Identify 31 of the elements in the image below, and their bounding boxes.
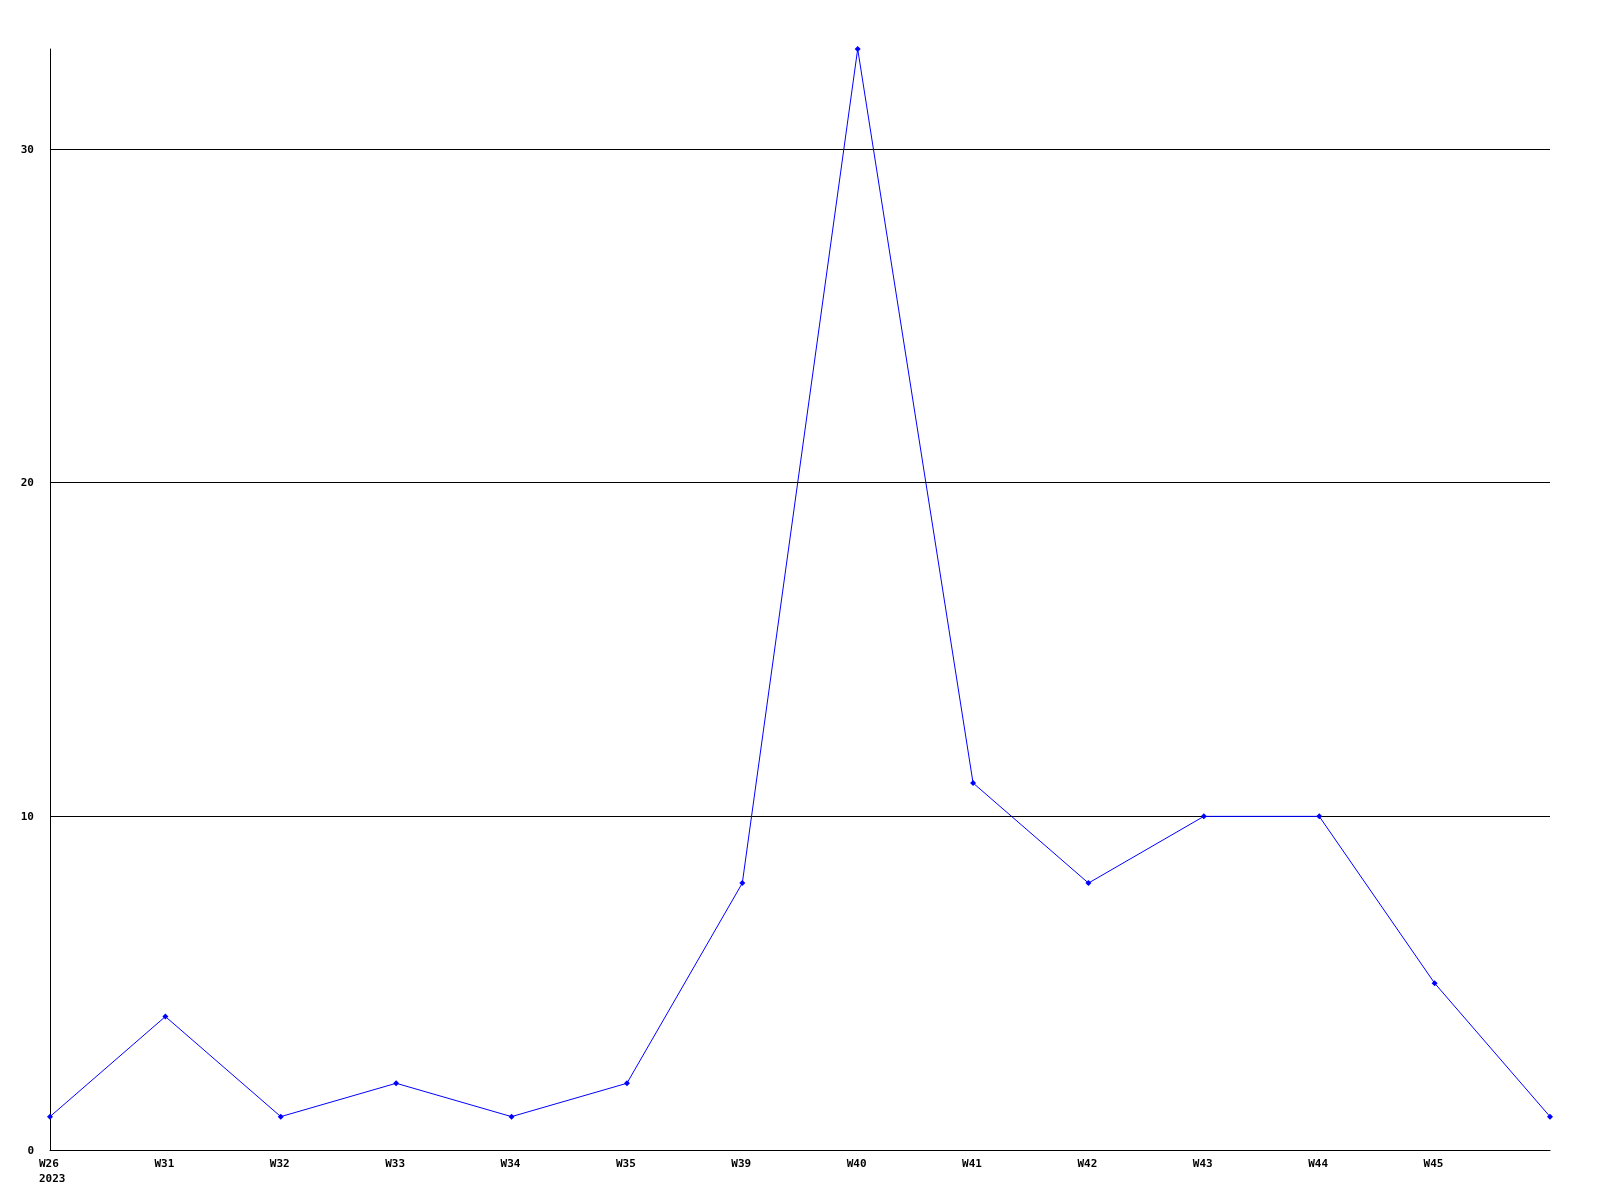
point [739, 880, 746, 887]
point [508, 1113, 515, 1120]
point [162, 1013, 169, 1020]
x-tick-label: W44 [1308, 1157, 1329, 1170]
point [1547, 1113, 1553, 1120]
y-tick-label: 10 [20, 809, 34, 823]
point [970, 780, 977, 786]
x-tick-label: W35 [615, 1157, 636, 1170]
x-tick-label: W43 [1192, 1157, 1213, 1170]
x-tick-label: W33 [385, 1157, 406, 1170]
x-tick-label: W32 [269, 1157, 290, 1170]
point [623, 1080, 630, 1087]
x-tick-label: W39 [731, 1157, 752, 1170]
x-tick-label: W26 2023 [39, 1157, 66, 1185]
point [277, 1113, 284, 1120]
point [393, 1080, 400, 1087]
point [1200, 813, 1207, 820]
y-tick-label: 30 [20, 142, 34, 156]
x-tick-label: W45 [1423, 1157, 1444, 1170]
x-tick-label: W31 [154, 1157, 175, 1170]
y-tick-label: 0 [27, 1143, 34, 1157]
point [1085, 880, 1092, 887]
point [854, 46, 861, 52]
x-tick-label: W42 [1077, 1157, 1098, 1170]
point [1316, 813, 1323, 820]
point [47, 1113, 53, 1120]
x-tick-label: W41 [962, 1157, 983, 1170]
point [1431, 980, 1438, 987]
x-tick-label: W40 [846, 1157, 867, 1170]
y-tick-label: 20 [20, 476, 34, 490]
x-tick-label: W34 [500, 1157, 521, 1170]
